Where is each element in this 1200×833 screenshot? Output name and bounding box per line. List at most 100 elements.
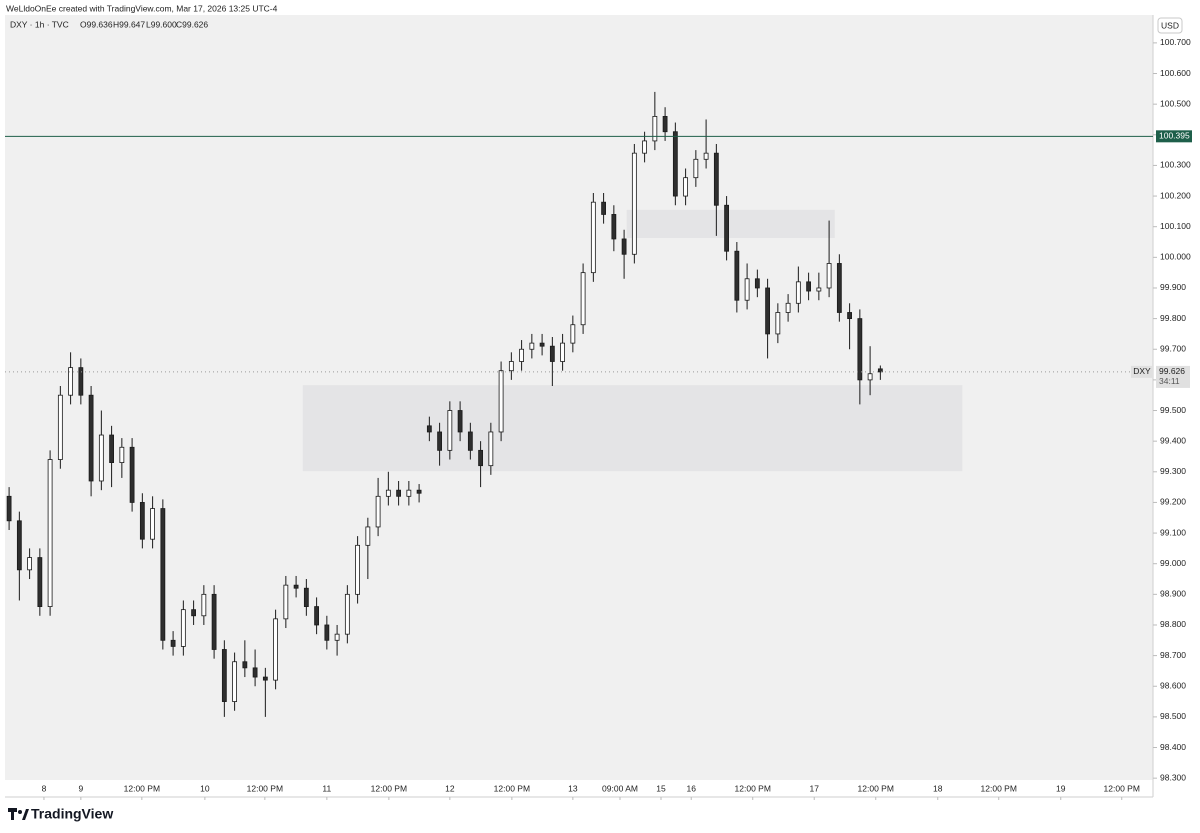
y-tick-label: 99.500: [1160, 405, 1186, 415]
y-tick-label: 98.500: [1160, 711, 1186, 721]
candle-body: [57, 394, 63, 460]
candle-body: [406, 489, 412, 497]
candle-body: [806, 281, 811, 292]
x-tick-label: 16: [687, 783, 697, 793]
candle-body: [467, 431, 473, 451]
candle-body: [396, 489, 402, 497]
candle-body: [693, 158, 699, 179]
candle-body: [662, 116, 668, 133]
candle-body: [713, 152, 719, 206]
candle-body: [88, 394, 94, 482]
last-price-box: [1156, 365, 1190, 388]
candle-body: [775, 312, 781, 335]
candle-body: [314, 606, 320, 626]
candle-body: [631, 152, 637, 255]
candle-body: [457, 410, 463, 433]
x-tick-label: 10: [200, 783, 210, 793]
candle-body: [560, 342, 565, 362]
x-tick-label: 11: [322, 783, 331, 793]
ohlc-low: L99.600: [146, 19, 177, 29]
candle-body: [170, 639, 176, 647]
candle-body: [129, 446, 135, 503]
candle-body: [601, 201, 606, 215]
y-tick-label: 99.800: [1160, 313, 1186, 323]
y-tick-label: 98.800: [1160, 619, 1186, 629]
candle-body: [37, 557, 43, 607]
x-tick-label: 13: [568, 783, 578, 793]
candle-body: [109, 434, 114, 464]
x-tick-label: 12:00 PM: [981, 783, 1017, 793]
x-tick-label: 15: [656, 783, 666, 793]
candle-body: [78, 367, 84, 396]
logo-mark: [22, 809, 29, 820]
candle-body: [826, 263, 832, 289]
candle-body: [211, 593, 217, 650]
x-tick-label: 12:00 PM: [371, 783, 407, 793]
currency[interactable]: USD: [1161, 20, 1179, 30]
x-tick-label: 12:00 PM: [1104, 783, 1140, 793]
candle-body: [160, 508, 166, 641]
ohlc-close: C99.626: [176, 19, 208, 29]
candle-body: [847, 312, 852, 320]
level-label: 100.395: [1159, 131, 1190, 141]
y-tick-label: 100.300: [1160, 160, 1191, 170]
candle-body: [744, 278, 750, 301]
candle-body: [488, 431, 494, 467]
ohlc-high: H99.647: [113, 19, 145, 29]
y-tick-label: 100.100: [1160, 221, 1191, 231]
zone: [302, 385, 963, 472]
candle-body: [795, 281, 801, 304]
candle-body: [857, 318, 863, 381]
candle-body: [703, 152, 709, 160]
candle-body: [416, 489, 422, 494]
y-tick-label: 100.600: [1160, 68, 1191, 78]
y-tick-label: 100.200: [1160, 190, 1191, 200]
x-tick-label: 12:00 PM: [858, 783, 894, 793]
candle-body: [437, 431, 443, 451]
candle-body: [683, 177, 688, 197]
candle-body: [303, 587, 309, 607]
level-label-box: [1156, 130, 1192, 143]
x-tick-label: 8: [42, 783, 47, 793]
y-tick-label: 100.000: [1160, 252, 1191, 262]
candle-body: [508, 361, 514, 372]
candle-body: [549, 345, 555, 362]
candle-body: [426, 425, 432, 433]
candle-body: [652, 116, 658, 142]
ohlc-open: O99.636: [80, 19, 113, 29]
candle-body: [365, 526, 371, 546]
currency-box[interactable]: [1157, 17, 1183, 34]
symbol-tag-box: [1131, 365, 1153, 378]
x-tick-label: 12:00 PM: [735, 783, 771, 793]
candle-body: [498, 370, 504, 433]
candle-body: [836, 263, 842, 313]
x-tick-label: 19: [1056, 783, 1066, 793]
y-tick-label: 99.900: [1160, 282, 1186, 292]
candle-body: [867, 373, 873, 381]
candle-body: [180, 609, 186, 647]
candle-body: [734, 250, 740, 301]
y-tick-label: 99.000: [1160, 558, 1186, 568]
candle-body: [324, 624, 330, 641]
attribution: WeLldoOnEe created with TradingView.com,…: [6, 3, 278, 13]
candle-body: [47, 459, 53, 607]
candle-body: [119, 446, 125, 464]
x-tick-label: 12:00 PM: [247, 783, 283, 793]
logo-mark: [8, 808, 17, 820]
candle-body: [139, 502, 145, 540]
candle-body: [447, 410, 453, 451]
candle-body: [344, 593, 350, 635]
symbol-tag: DXY: [1133, 366, 1151, 376]
candle-body: [98, 434, 104, 482]
candle-body: [150, 508, 156, 540]
candle-body: [385, 489, 391, 497]
candle-body: [539, 342, 545, 347]
y-tick-label: 98.700: [1160, 650, 1186, 660]
candle-body: [478, 449, 484, 467]
candle-body: [754, 278, 760, 289]
x-tick-label: 12:00 PM: [124, 783, 160, 793]
candle-body: [877, 368, 883, 373]
candle-body: [611, 214, 617, 240]
y-tick-label: 98.900: [1160, 589, 1186, 599]
candle-body: [590, 201, 596, 274]
